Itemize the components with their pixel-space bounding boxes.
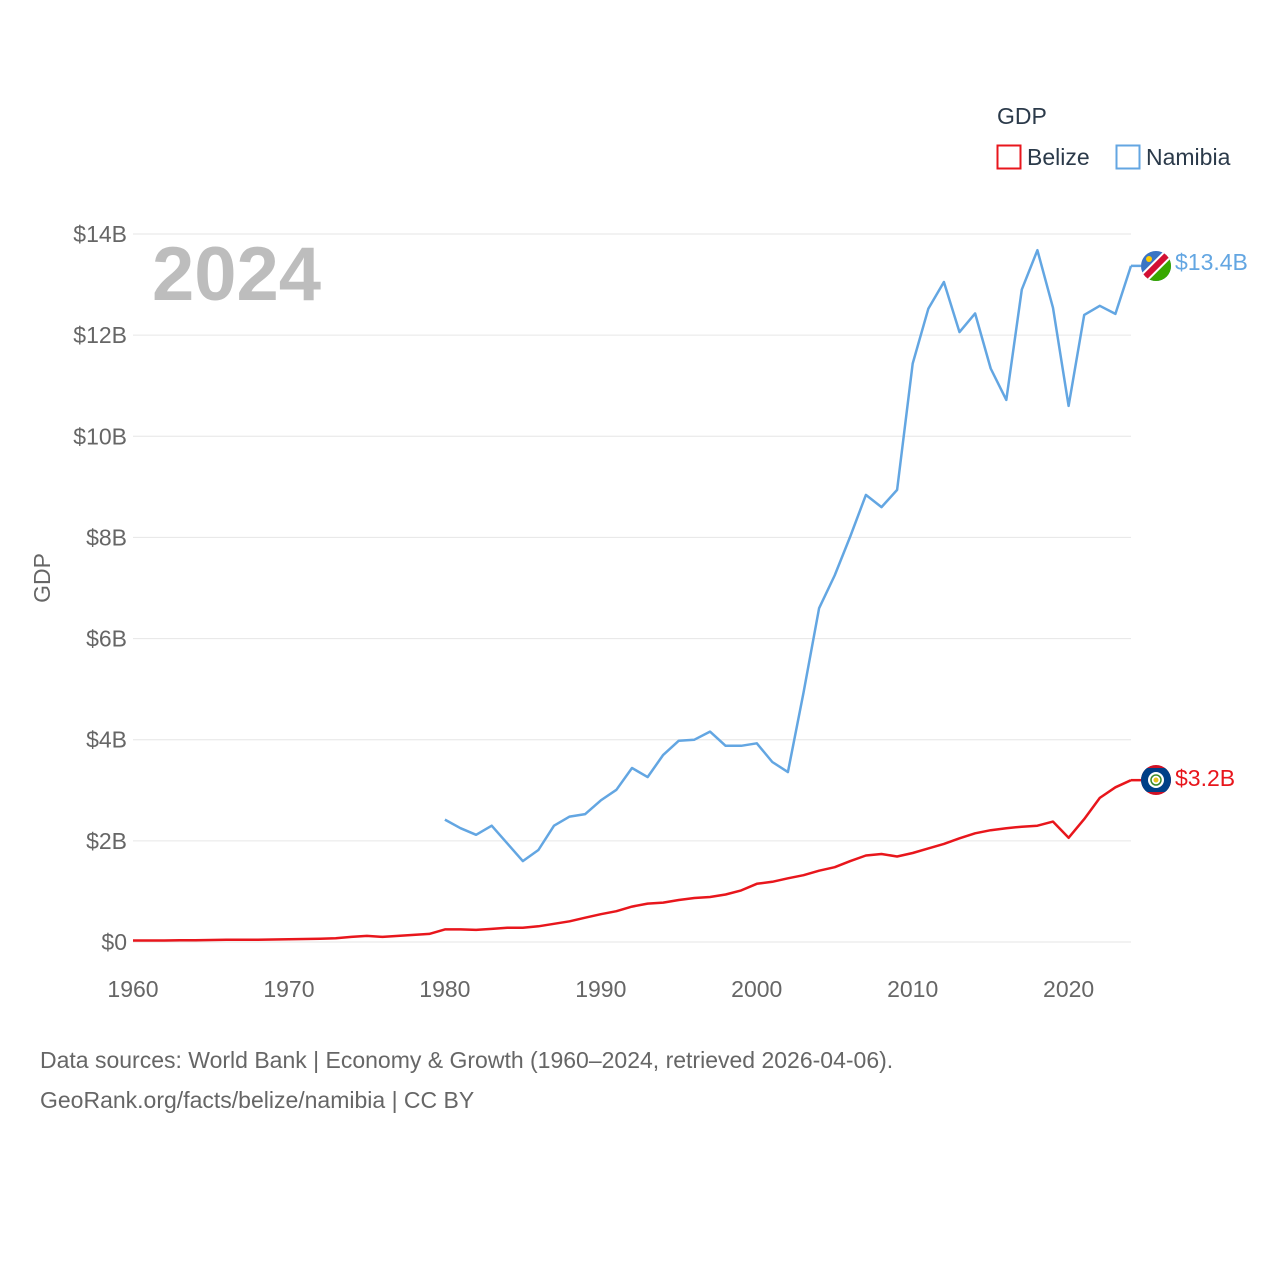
namibia-end-label: $13.4B [1175,249,1248,275]
y-tick-label: $2B [86,828,127,854]
y-tick-label: $14B [73,221,127,247]
y-tick-label: $10B [73,423,127,449]
legend-label-belize: Belize [1027,144,1090,170]
y-tick-label: $0 [101,929,127,955]
x-tick-label: 2000 [731,976,782,1002]
y-tick-label: $12B [73,322,127,348]
legend-title: GDP [997,103,1047,129]
namibia-flag-icon [1141,251,1171,281]
legend-item-belize[interactable]: Belize [996,144,1090,170]
y-axis-label: GDP [29,553,55,603]
belize-flag-icon [1141,765,1171,795]
x-tick-label: 1980 [419,976,470,1002]
y-axis: $0 $2B $4B $6B $8B $10B $12B $14B [73,221,127,955]
series-lines [133,248,1141,942]
source-url: GeoRank.org/facts/belize/namibia | CC BY [40,1087,475,1113]
gdp-line-chart: $0$2B$4B$6B$8B$10B$12B$14B 1960 1970 1980 1… [29,103,1248,1002]
x-tick-label: 1970 [263,976,314,1002]
x-axis: 1960 1970 1980 1990 2000 2010 2020 [107,976,1094,1002]
footer: Data sources: World Bank | Economy & Gro… [40,1040,893,1120]
legend-item-namibia[interactable]: Namibia [1115,144,1231,170]
data-source-note: Data sources: World Bank | Economy & Gro… [40,1047,894,1073]
series-line-belize [133,779,1132,942]
belize-end-label: $3.2B [1175,765,1235,791]
x-tick-label: 2020 [1043,976,1094,1002]
x-tick-label: 2010 [887,976,938,1002]
legend-label-namibia: Namibia [1146,144,1231,170]
series-line-namibia [444,248,1133,863]
x-tick-label: 1990 [575,976,626,1002]
y-tick-label: $6B [86,626,127,652]
grid-lines [133,233,1131,943]
legend-swatch-namibia [1115,144,1141,170]
year-label: 2024 [152,232,321,317]
legend: GDP Belize Namibia [996,103,1231,170]
x-tick-label: 1960 [107,976,158,1002]
y-tick-label: $8B [86,524,127,550]
legend-swatch-belize [996,144,1022,170]
y-tick-label: $4B [86,727,127,753]
